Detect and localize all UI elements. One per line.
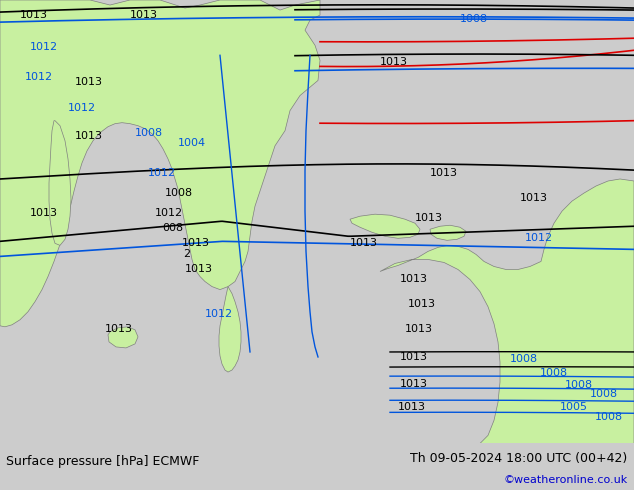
Text: 1012: 1012: [30, 42, 58, 52]
Text: 1012: 1012: [68, 102, 96, 113]
Polygon shape: [350, 214, 420, 238]
Polygon shape: [0, 0, 320, 327]
Text: 1012: 1012: [205, 309, 233, 319]
Text: 1013: 1013: [400, 273, 428, 284]
Text: 2: 2: [183, 249, 190, 259]
Text: 1013: 1013: [20, 10, 48, 20]
Text: 1013: 1013: [380, 57, 408, 67]
Text: 1012: 1012: [155, 208, 183, 218]
Text: 1008: 1008: [135, 128, 163, 138]
Text: 1008: 1008: [540, 368, 568, 378]
Text: 1005: 1005: [560, 402, 588, 412]
Text: 1013: 1013: [430, 168, 458, 178]
Text: Th 09-05-2024 18:00 UTC (00+42): Th 09-05-2024 18:00 UTC (00+42): [410, 452, 628, 465]
Text: 1008: 1008: [590, 389, 618, 399]
Text: ©weatheronline.co.uk: ©weatheronline.co.uk: [503, 475, 628, 485]
Text: 1013: 1013: [398, 402, 426, 412]
Polygon shape: [430, 225, 466, 240]
Text: 1013: 1013: [415, 213, 443, 223]
Text: 1013: 1013: [185, 264, 213, 273]
Text: 1013: 1013: [105, 324, 133, 334]
Text: 1012: 1012: [525, 233, 553, 244]
Text: 1008: 1008: [595, 412, 623, 422]
Text: 1013: 1013: [182, 238, 210, 248]
Text: 1008: 1008: [460, 14, 488, 24]
Text: Surface pressure [hPa] ECMWF: Surface pressure [hPa] ECMWF: [6, 455, 200, 467]
Polygon shape: [49, 121, 71, 245]
Text: 1013: 1013: [350, 238, 378, 248]
Text: 1008: 1008: [565, 380, 593, 390]
Text: 008: 008: [162, 223, 183, 233]
Text: 1013: 1013: [75, 131, 103, 141]
Text: 1008: 1008: [165, 188, 193, 198]
Text: 1013: 1013: [405, 324, 433, 334]
Text: 1013: 1013: [400, 352, 428, 362]
Text: 1013: 1013: [30, 208, 58, 218]
Text: 1013: 1013: [75, 77, 103, 88]
Polygon shape: [219, 287, 241, 372]
Text: 1008: 1008: [510, 354, 538, 364]
Text: 1013: 1013: [400, 379, 428, 389]
Text: 1013: 1013: [130, 10, 158, 20]
Text: 1012: 1012: [148, 168, 176, 178]
Text: 1013: 1013: [520, 193, 548, 203]
Text: 1004: 1004: [178, 138, 206, 148]
Polygon shape: [108, 327, 138, 348]
Text: 1013: 1013: [408, 299, 436, 309]
Text: 1012: 1012: [25, 73, 53, 82]
Polygon shape: [380, 179, 634, 443]
